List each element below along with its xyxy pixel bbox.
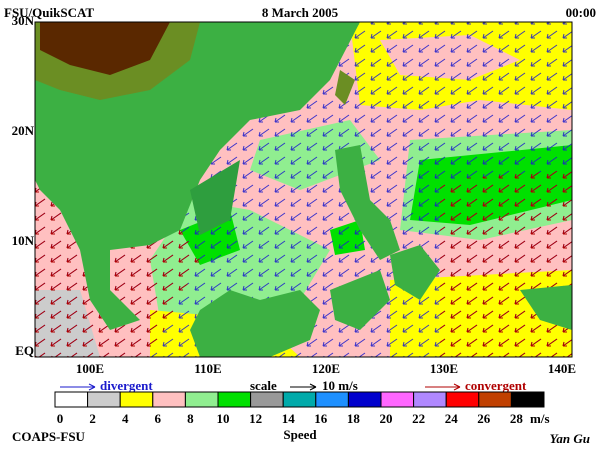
footer-right: Yan Gu <box>550 431 590 446</box>
legend-scale-value: 10 m/s <box>322 378 358 393</box>
footer-left: COAPS-FSU <box>12 429 86 444</box>
colorbar-title: Speed <box>283 427 317 442</box>
colorbar-swatch <box>152 391 186 408</box>
colorbar-swatch <box>87 391 121 408</box>
colorbar-label: 28 <box>510 411 524 426</box>
legend-scale: scale <box>250 378 277 393</box>
colorbar-swatch <box>119 391 154 408</box>
lat-label: EQ <box>15 343 34 358</box>
colorbar-label: 24 <box>445 411 459 426</box>
header-center: 8 March 2005 <box>262 5 339 20</box>
colorbar-swatch <box>282 391 317 408</box>
lat-labels: 30N 20N 10N EQ <box>12 13 35 358</box>
header-left: FSU/QuikSCAT <box>4 5 94 20</box>
lon-label: 100E <box>76 361 104 376</box>
colorbar-swatch <box>184 391 219 408</box>
colorbar-swatch <box>413 391 447 408</box>
colorbar-label: 2 <box>89 411 96 426</box>
lon-labels: 100E 110E 120E 130E 140E <box>76 361 576 376</box>
lat-label: 10N <box>12 233 35 248</box>
colorbar-swatch <box>478 391 512 408</box>
lon-label: 130E <box>430 361 458 376</box>
header-right: 00:00 <box>566 5 596 20</box>
colorbar-swatch <box>54 391 89 408</box>
lon-label: 140E <box>548 361 576 376</box>
legend-divergent: divergent <box>100 378 153 393</box>
colorbar: 0 2 4 6 8 10 12 14 16 18 20 22 24 26 28 <box>54 391 545 426</box>
colorbar-label: 4 <box>122 411 129 426</box>
scale-arrow <box>290 383 317 391</box>
colorbar-swatch <box>250 391 284 408</box>
colorbar-label: 26 <box>477 411 491 426</box>
colorbar-label: 10 <box>217 411 230 426</box>
colorbar-swatch <box>347 391 382 408</box>
legend-convergent: convergent <box>465 378 527 393</box>
lat-label: 30N <box>12 13 35 28</box>
colorbar-swatch <box>510 391 545 408</box>
colorbar-swatch <box>380 391 415 408</box>
map-area <box>35 22 572 357</box>
lat-label: 20N <box>12 123 35 138</box>
colorbar-label: 20 <box>380 411 393 426</box>
colorbar-swatch <box>217 391 252 408</box>
colorbar-swatch <box>445 391 480 408</box>
colorbar-label: 8 <box>187 411 194 426</box>
colorbar-label: 18 <box>347 411 361 426</box>
colorbar-label: 6 <box>155 411 162 426</box>
map-frame <box>34 21 573 358</box>
colorbar-label: 16 <box>314 411 328 426</box>
colorbar-label: 12 <box>249 411 262 426</box>
colorbar-label: 14 <box>282 411 296 426</box>
lon-label: 120E <box>312 361 340 376</box>
convergent-arrow <box>425 383 461 391</box>
colorbar-swatch <box>315 391 349 408</box>
colorbar-label: 0 <box>57 411 64 426</box>
colorbar-unit: m/s <box>530 411 550 426</box>
colorbar-label: 22 <box>412 411 425 426</box>
divergent-arrow <box>60 383 96 391</box>
lon-label: 110E <box>194 361 221 376</box>
